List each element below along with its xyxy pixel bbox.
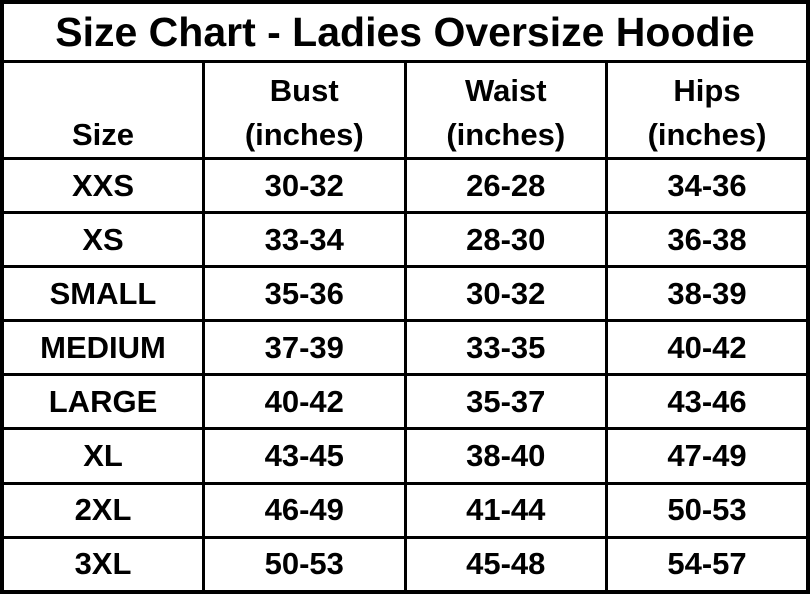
hips-cell: 34-36 bbox=[605, 156, 810, 215]
table-row-xl: XL 43-45 38-40 47-49 bbox=[0, 427, 810, 485]
hips-cell: 50-53 bbox=[605, 481, 810, 539]
bust-cell: 46-49 bbox=[202, 481, 407, 539]
header-row: Size Bust (inches) Waist (inches) Hips (… bbox=[0, 60, 810, 160]
column-header-size: Size bbox=[0, 60, 205, 160]
waist-cell: 38-40 bbox=[403, 427, 608, 485]
title-row: Size Chart - Ladies Oversize Hoodie bbox=[0, 0, 810, 63]
table-row-2xl: 2XL 46-49 41-44 50-53 bbox=[0, 481, 810, 539]
size-cell: MEDIUM bbox=[0, 319, 205, 377]
waist-cell: 41-44 bbox=[403, 481, 608, 539]
column-header-size-label: Size bbox=[71, 116, 135, 152]
chart-title: Size Chart - Ladies Oversize Hoodie bbox=[0, 0, 810, 63]
table-row-small: SMALL 35-36 30-32 38-39 bbox=[0, 265, 810, 323]
bust-cell: 37-39 bbox=[202, 319, 407, 377]
hips-cell: 47-49 bbox=[605, 427, 810, 485]
table-row-large: LARGE 40-42 35-37 43-46 bbox=[0, 373, 810, 431]
hips-cell: 38-39 bbox=[605, 265, 810, 323]
table-row-3xl: 3XL 50-53 45-48 54-57 bbox=[0, 535, 810, 594]
bust-cell: 30-32 bbox=[202, 156, 407, 215]
size-cell: LARGE bbox=[0, 373, 205, 431]
column-header-bust-label: Bust bbox=[269, 72, 339, 108]
column-header-hips-label: Hips bbox=[673, 72, 741, 108]
column-header-waist: Waist (inches) bbox=[403, 60, 608, 160]
bust-cell: 50-53 bbox=[202, 535, 407, 594]
waist-cell: 26-28 bbox=[403, 156, 608, 215]
hips-cell: 54-57 bbox=[605, 535, 810, 594]
hips-cell: 36-38 bbox=[605, 211, 810, 269]
size-cell: XL bbox=[0, 427, 205, 485]
table-row-xs: XS 33-34 28-30 36-38 bbox=[0, 211, 810, 269]
size-cell: SMALL bbox=[0, 265, 205, 323]
bust-cell: 35-36 bbox=[202, 265, 407, 323]
waist-cell: 30-32 bbox=[403, 265, 608, 323]
waist-cell: 33-35 bbox=[403, 319, 608, 377]
column-header-bust-unit: (inches) bbox=[244, 116, 364, 152]
column-header-waist-label: Waist bbox=[464, 72, 547, 108]
column-header-hips: Hips (inches) bbox=[605, 60, 810, 160]
hips-cell: 43-46 bbox=[605, 373, 810, 431]
size-cell: XXS bbox=[0, 156, 205, 215]
column-header-waist-unit: (inches) bbox=[446, 116, 566, 152]
column-header-hips-unit: (inches) bbox=[647, 116, 767, 152]
size-cell: XS bbox=[0, 211, 205, 269]
waist-cell: 28-30 bbox=[403, 211, 608, 269]
hips-cell: 40-42 bbox=[605, 319, 810, 377]
size-cell: 2XL bbox=[0, 481, 205, 539]
waist-cell: 45-48 bbox=[403, 535, 608, 594]
bust-cell: 43-45 bbox=[202, 427, 407, 485]
column-header-bust: Bust (inches) bbox=[202, 60, 407, 160]
table-row-xxs: XXS 30-32 26-28 34-36 bbox=[0, 156, 810, 215]
size-cell: 3XL bbox=[0, 535, 205, 594]
bust-cell: 40-42 bbox=[202, 373, 407, 431]
waist-cell: 35-37 bbox=[403, 373, 608, 431]
bust-cell: 33-34 bbox=[202, 211, 407, 269]
table-row-medium: MEDIUM 37-39 33-35 40-42 bbox=[0, 319, 810, 377]
